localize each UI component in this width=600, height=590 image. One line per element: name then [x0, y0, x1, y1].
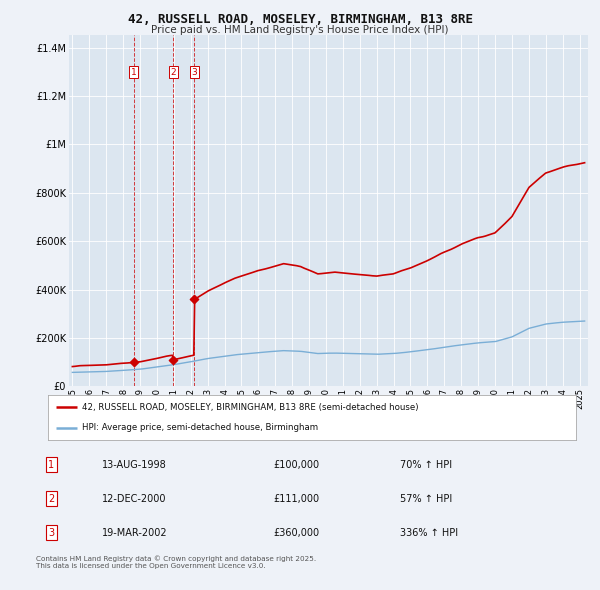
Point — [129, 358, 139, 367]
Text: 12-DEC-2000: 12-DEC-2000 — [102, 494, 167, 503]
Text: 42, RUSSELL ROAD, MOSELEY, BIRMINGHAM, B13 8RE: 42, RUSSELL ROAD, MOSELEY, BIRMINGHAM, B… — [128, 13, 473, 26]
Text: Price paid vs. HM Land Registry's House Price Index (HPI): Price paid vs. HM Land Registry's House … — [151, 25, 449, 35]
Text: HPI: Average price, semi-detached house, Birmingham: HPI: Average price, semi-detached house,… — [82, 423, 319, 432]
Text: 13-AUG-1998: 13-AUG-1998 — [102, 460, 167, 470]
Text: 336% ↑ HPI: 336% ↑ HPI — [400, 527, 458, 537]
Text: 19-MAR-2002: 19-MAR-2002 — [102, 527, 168, 537]
Text: 70% ↑ HPI: 70% ↑ HPI — [400, 460, 452, 470]
Text: 1: 1 — [49, 460, 55, 470]
Text: 3: 3 — [49, 527, 55, 537]
Text: £111,000: £111,000 — [274, 494, 319, 503]
Text: 1: 1 — [131, 68, 136, 77]
Text: 3: 3 — [191, 68, 197, 77]
Text: Contains HM Land Registry data © Crown copyright and database right 2025.
This d: Contains HM Land Registry data © Crown c… — [36, 556, 316, 569]
Point — [168, 355, 178, 364]
Text: 42, RUSSELL ROAD, MOSELEY, BIRMINGHAM, B13 8RE (semi-detached house): 42, RUSSELL ROAD, MOSELEY, BIRMINGHAM, B… — [82, 403, 419, 412]
Text: 57% ↑ HPI: 57% ↑ HPI — [400, 494, 452, 503]
Text: 2: 2 — [170, 68, 176, 77]
Point — [190, 294, 199, 304]
Text: 2: 2 — [49, 494, 55, 503]
Text: £100,000: £100,000 — [274, 460, 319, 470]
Text: £360,000: £360,000 — [274, 527, 319, 537]
